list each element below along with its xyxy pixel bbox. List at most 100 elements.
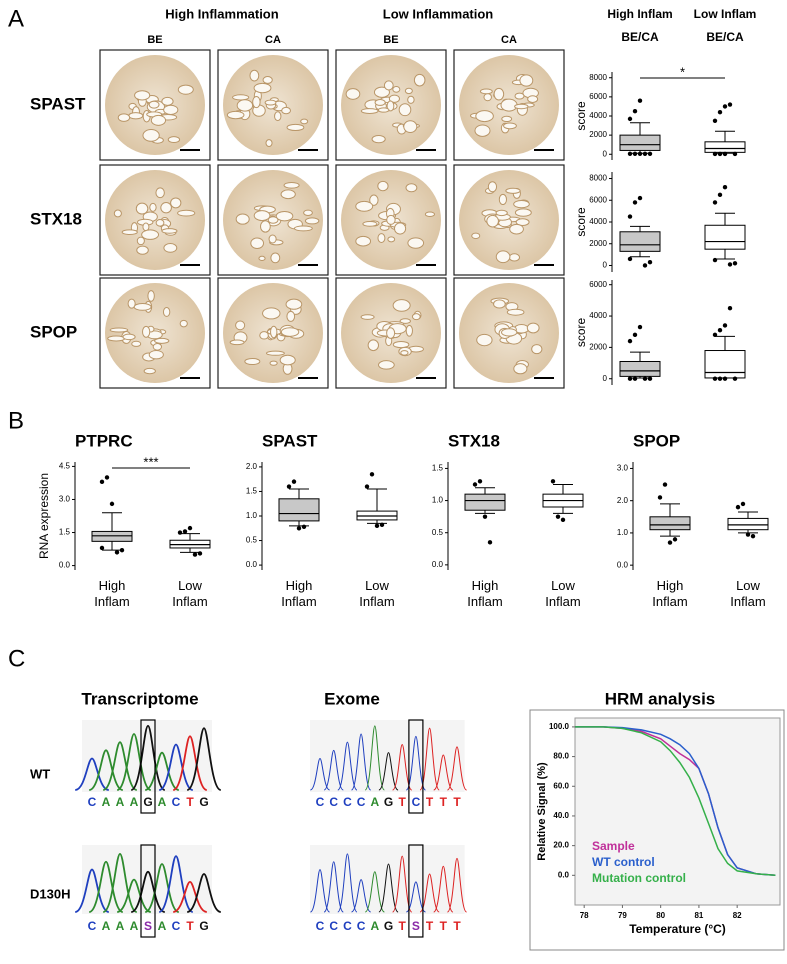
tissue-gland — [386, 327, 396, 339]
tissue-gland — [479, 88, 493, 95]
base-call: G — [384, 919, 393, 933]
tissue-gland — [265, 139, 273, 147]
plot-area — [574, 717, 781, 906]
y-tick-label: 60.0 — [553, 781, 569, 790]
base-call: C — [343, 795, 352, 809]
tissue-gland — [400, 350, 409, 356]
tissue-gland — [531, 344, 543, 355]
tissue-gland — [134, 90, 151, 101]
tissue-gland — [117, 113, 131, 122]
outlier — [722, 151, 728, 157]
x-tick-label: Low Inflam — [172, 578, 208, 610]
tissue-gland — [471, 232, 481, 240]
column-header: CA — [501, 34, 517, 46]
tissue-gland — [236, 99, 254, 112]
chart-title: PTPRC — [75, 431, 133, 450]
chromatogram-peak — [74, 757, 110, 791]
tissue-gland — [147, 290, 155, 302]
box — [619, 231, 661, 252]
x-axis-label: Temperature (°C) — [629, 922, 726, 936]
tissue-gland — [269, 360, 278, 366]
tissue-gland — [503, 122, 517, 130]
tissue-gland — [283, 181, 300, 189]
chromatogram-peak — [364, 725, 385, 791]
chromatogram-peak — [323, 749, 344, 791]
highlight-box — [408, 719, 424, 814]
outlier — [632, 200, 638, 205]
tissue-gland — [270, 252, 281, 264]
y-tick-label: 1.0 — [246, 511, 258, 520]
y-tick-label: 2000 — [589, 342, 607, 351]
outlier — [727, 102, 733, 107]
tissue-gland — [179, 319, 188, 328]
tissue-gland — [149, 202, 157, 212]
legend-label: Sample — [592, 839, 635, 853]
outlier — [717, 327, 723, 333]
base-call: C — [329, 795, 338, 809]
y-tick-label: 4.5 — [59, 462, 71, 471]
row-label: WT — [30, 766, 50, 781]
tissue-gland — [155, 219, 165, 227]
box — [464, 493, 506, 511]
tissue-gland — [514, 92, 525, 100]
chromatogram-peak — [309, 869, 331, 913]
outlier — [119, 547, 125, 553]
tissue-gland — [163, 104, 179, 115]
y-tick-label: 1.5 — [432, 464, 444, 473]
tissue-gland — [355, 200, 374, 212]
tissue-gland — [407, 95, 415, 104]
tissue-gland — [167, 136, 181, 144]
panel-label: C — [8, 645, 25, 672]
chromatogram-peak — [172, 880, 208, 913]
base-call: T — [399, 919, 407, 933]
outlier — [712, 376, 718, 381]
tissue-gland — [404, 87, 413, 95]
outlier — [632, 332, 638, 338]
tissue-gland — [371, 135, 386, 144]
legend-label: Mutation control — [592, 871, 686, 885]
chart-title: HRM analysis — [605, 689, 716, 708]
tissue-gland — [280, 189, 296, 200]
outlier — [187, 525, 193, 531]
outlier — [192, 552, 198, 557]
y-tick-label: 6000 — [589, 92, 607, 101]
base-call: C — [329, 919, 338, 933]
highlight-box — [140, 719, 156, 814]
y-tick-label: 0 — [603, 261, 608, 270]
y-tick-label: 4000 — [589, 311, 607, 320]
tissue-gland — [392, 86, 401, 93]
tissue-gland — [250, 237, 265, 250]
outlier — [712, 118, 718, 123]
y-tick-label: 8000 — [589, 174, 607, 183]
chromatogram-peak — [406, 881, 426, 913]
tissue-gland — [377, 233, 386, 243]
chromatogram-peak — [172, 735, 208, 791]
outlier — [717, 192, 723, 198]
tissue-gland — [170, 197, 182, 209]
outlier — [286, 484, 292, 489]
y-axis-label: RNA expression — [37, 473, 51, 559]
chromatogram-peak — [102, 853, 138, 913]
x-tick-label: Low Inflam — [730, 578, 766, 610]
row-label: STX18 — [30, 209, 82, 228]
tissue-gland — [407, 237, 425, 249]
base-call: S — [144, 919, 152, 933]
outlier — [177, 530, 183, 535]
box-subheader: BE/CA — [706, 30, 744, 44]
tissue-gland — [275, 210, 294, 222]
y-tick-label: 1.5 — [246, 487, 258, 496]
tissue-gland — [495, 209, 508, 217]
base-call: T — [399, 795, 407, 809]
box-group-header: High Inflam — [607, 7, 672, 21]
tissue-gland — [367, 339, 380, 352]
outlier — [732, 261, 738, 266]
tissue-gland — [161, 96, 174, 106]
tissue-gland — [252, 95, 261, 109]
tissue-gland — [505, 187, 521, 194]
panel-label: A — [8, 5, 24, 32]
outlier — [477, 479, 483, 484]
outlier — [745, 532, 751, 537]
tissue-gland — [398, 103, 412, 117]
x-tick-label: High Inflam — [652, 578, 688, 610]
tissue-gland — [154, 337, 170, 344]
